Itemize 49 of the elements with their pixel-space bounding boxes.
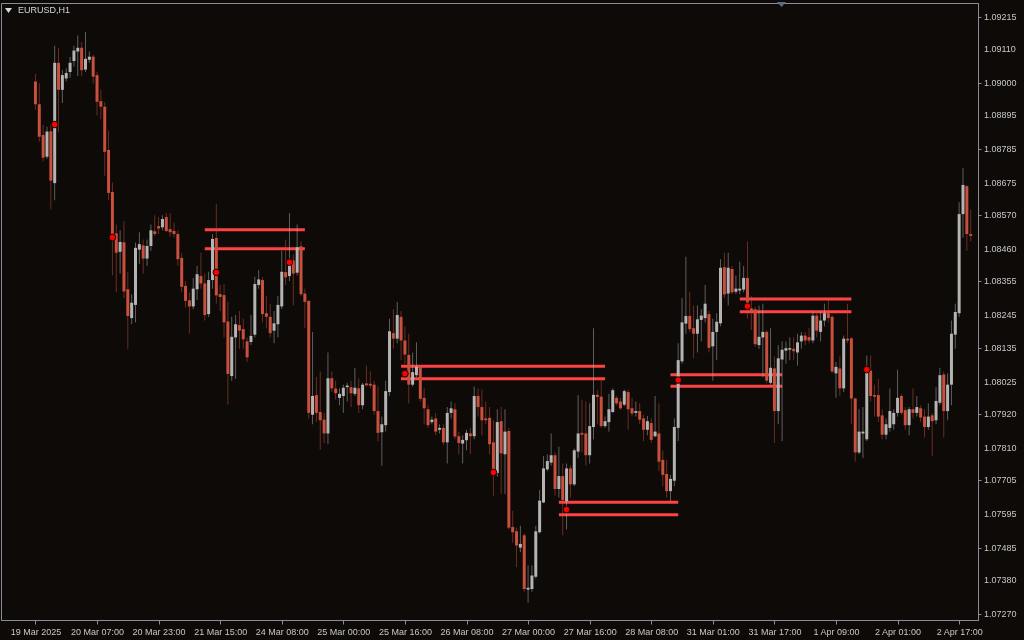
candlestick [449, 401, 453, 419]
x-tick-label: 27 Mar 16:00 [563, 626, 617, 637]
y-tick-label: 1.09110 [984, 44, 1016, 55]
x-tick-label: 26 Mar 08:00 [440, 626, 494, 637]
x-tick-label: 31 Mar 01:00 [686, 626, 740, 637]
point [562, 505, 571, 514]
x-tick-label: 28 Mar 08:00 [625, 626, 679, 637]
y-tick-label: 1.08355 [984, 275, 1017, 286]
x-tick-label: 20 Mar 23:00 [132, 626, 186, 637]
point [862, 365, 871, 374]
x-tick-label: 31 Mar 17:00 [748, 626, 802, 637]
candlestick [172, 222, 176, 239]
y-tick-label: 1.07920 [984, 409, 1017, 420]
y-tick-label: 1.08025 [984, 377, 1017, 388]
y-tick-label: 1.08895 [984, 110, 1017, 121]
point [489, 468, 498, 477]
x-tick-label: 1 Apr 09:00 [813, 626, 860, 637]
point [674, 376, 682, 384]
y-tick-label: 1.07595 [984, 509, 1017, 520]
candlestick [807, 327, 811, 344]
x-tick-label: 19 Mar 2025 [10, 626, 62, 637]
y-tick-label: 1.07810 [984, 443, 1017, 454]
y-tick-label: 1.08135 [984, 343, 1017, 354]
y-tick-label: 1.09000 [984, 78, 1017, 89]
x-tick-label: 25 Mar 00:00 [317, 626, 371, 637]
x-tick-label: 21 Mar 15:00 [194, 626, 248, 637]
point [401, 369, 409, 378]
point [743, 302, 752, 310]
x-tick-label: 20 Mar 07:00 [71, 626, 125, 637]
x-tick-label: 27 Mar 00:00 [502, 626, 556, 637]
x-tick-label: 24 Mar 08:00 [255, 626, 309, 637]
y-tick-label: 1.08785 [984, 144, 1017, 155]
y-tick-label: 1.07485 [984, 542, 1017, 553]
point [108, 233, 117, 242]
y-tick-label: 1.07705 [984, 475, 1017, 486]
y-tick-label: 1.07380 [984, 575, 1017, 586]
x-tick-label: 2 Apr 17:00 [936, 626, 983, 637]
y-tick-label: 1.08570 [984, 210, 1017, 221]
y-tick-label: 1.09215 [984, 12, 1017, 23]
point [50, 120, 59, 129]
x-tick-label: 2 Apr 01:00 [875, 626, 922, 637]
y-tick-label: 1.08675 [984, 177, 1017, 188]
point [285, 258, 294, 267]
y-tick-label: 1.08245 [984, 309, 1017, 320]
point [212, 268, 221, 277]
x-tick-label: 25 Mar 16:00 [378, 626, 432, 637]
chart-title: EURUSD,H1 [18, 5, 71, 15]
y-tick-label: 1.07270 [984, 608, 1017, 619]
y-tick-label: 1.08460 [984, 243, 1017, 254]
